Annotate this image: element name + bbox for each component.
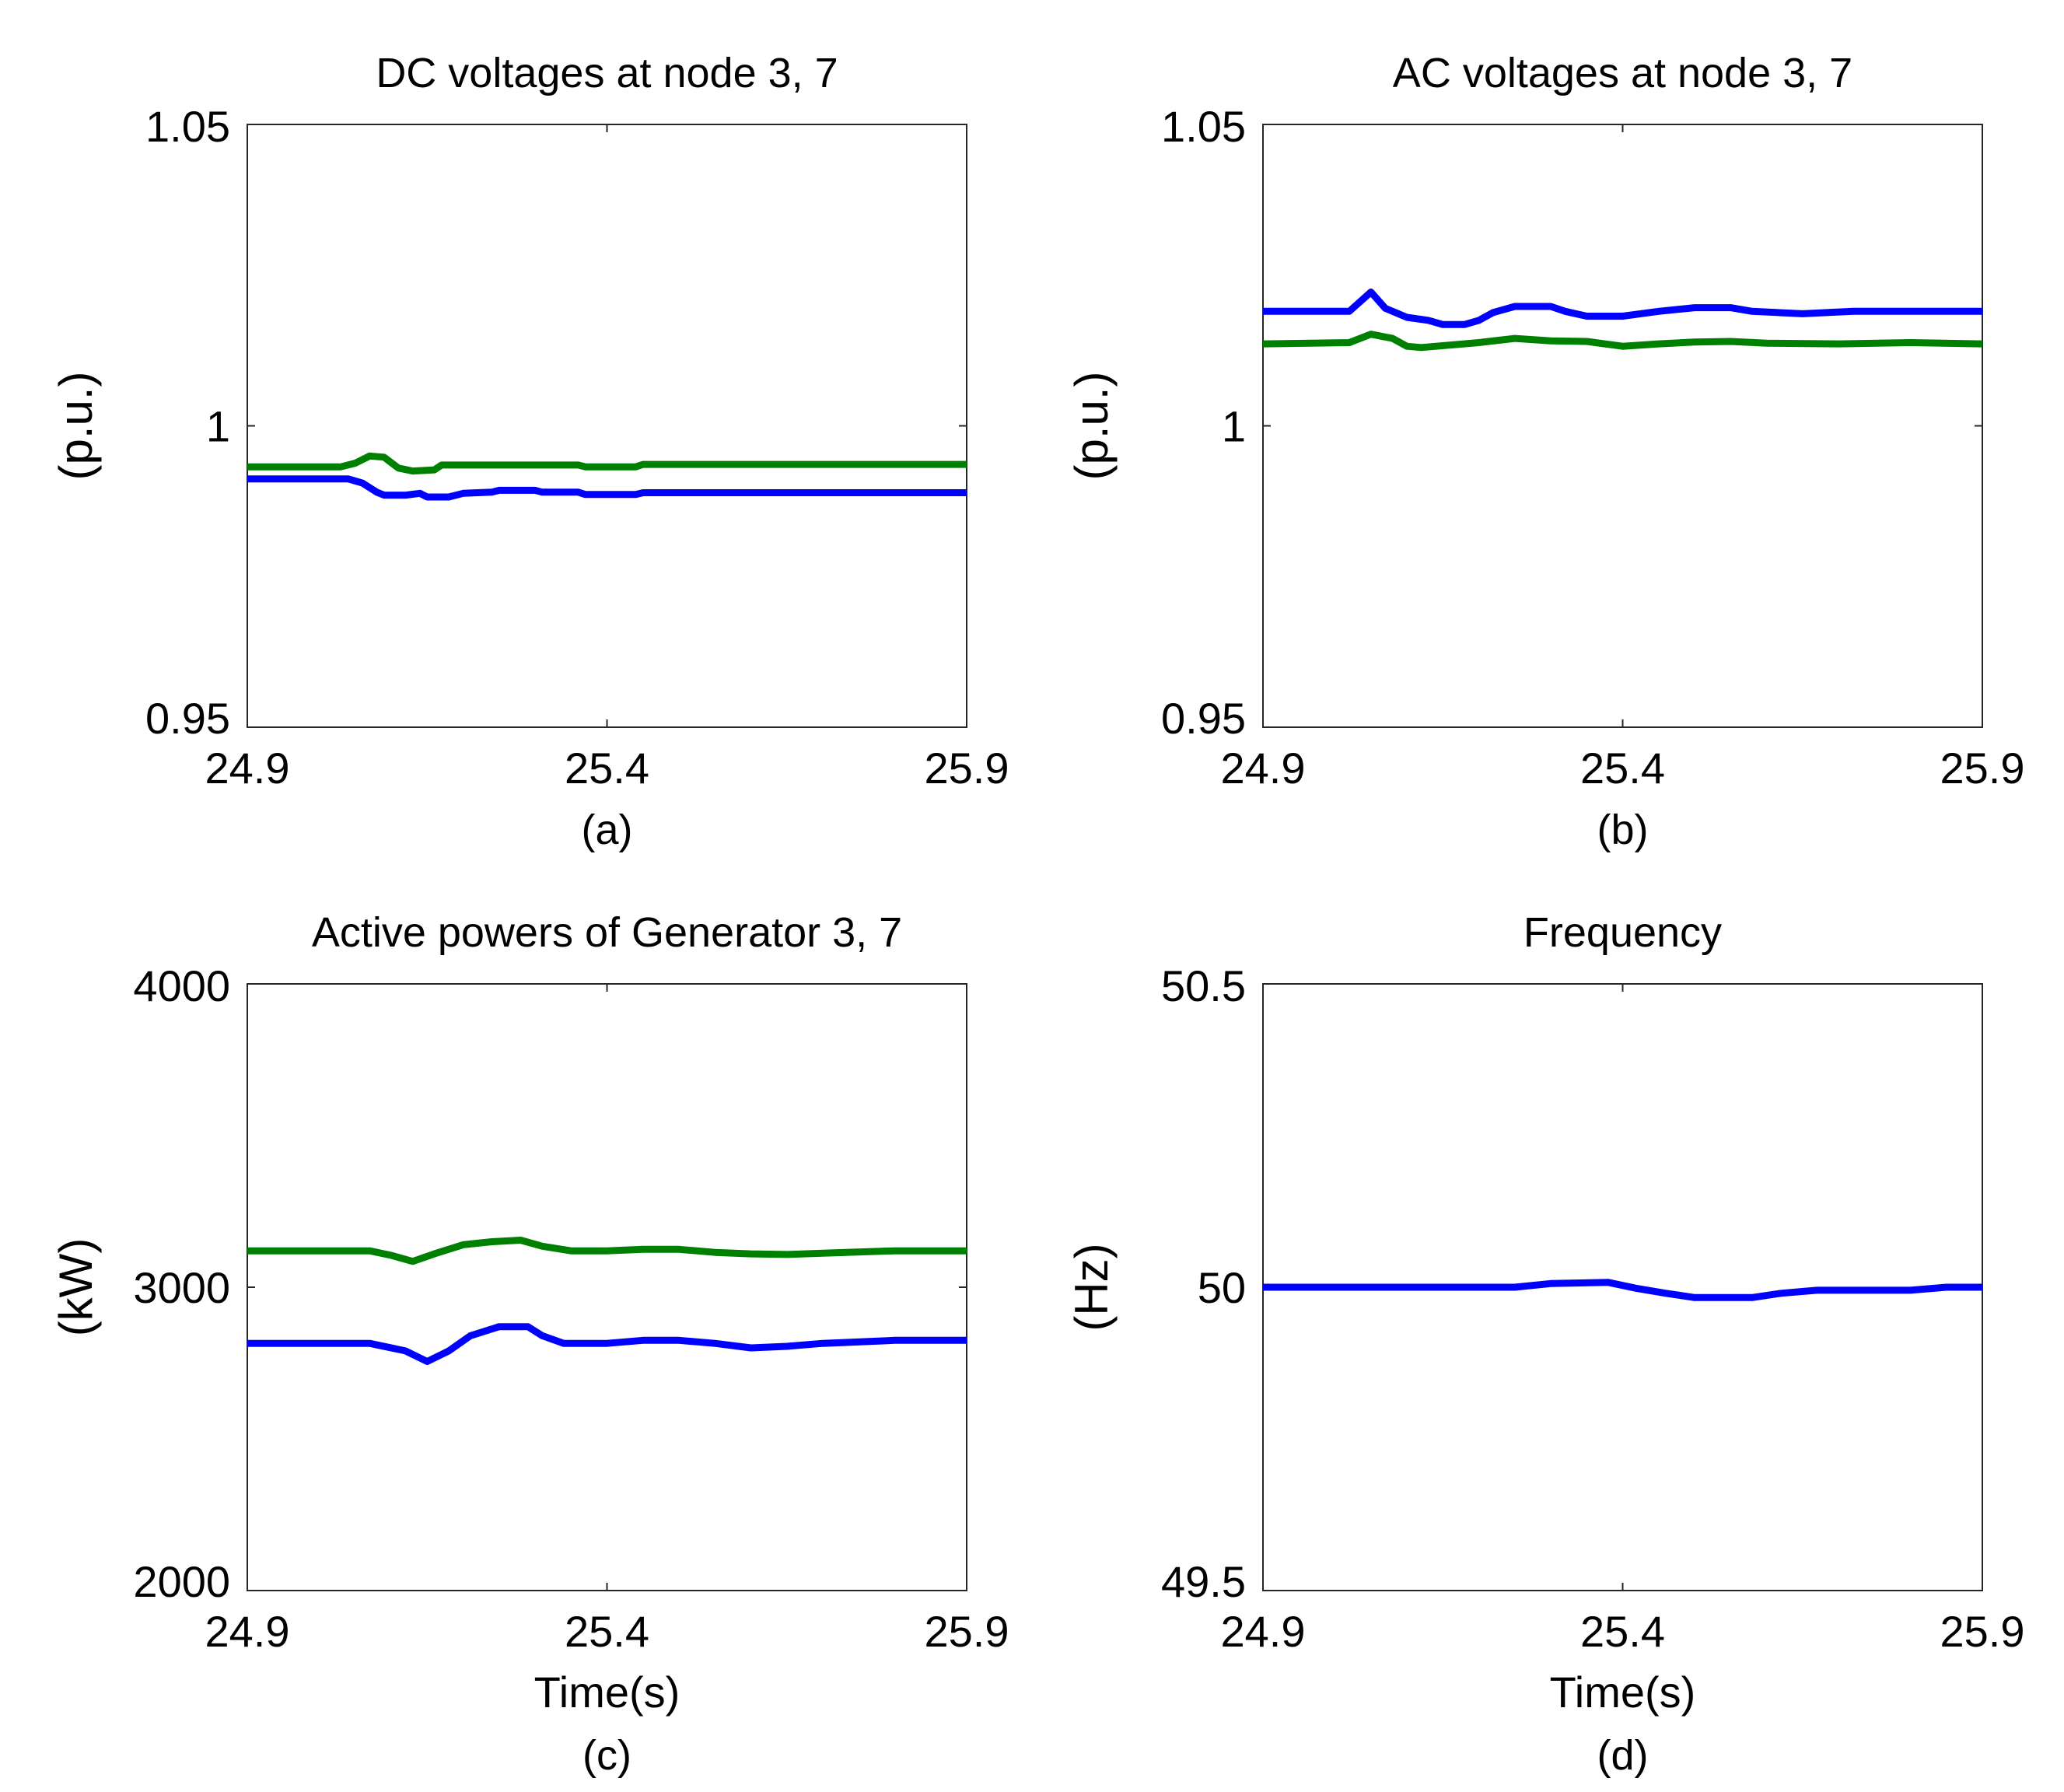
series-line-generator-3 — [247, 1323, 967, 1365]
plot-frame — [247, 983, 967, 1591]
y-tick-label: 49.5 — [1161, 1557, 1246, 1606]
series-line-node-3 — [247, 475, 967, 501]
x-tick-label: 25.4 — [1580, 744, 1665, 793]
y-tick-label: 1.05 — [145, 102, 230, 151]
x-tick-label: 25.4 — [1580, 1607, 1665, 1656]
y-axis-label: (p.u.) — [50, 371, 102, 480]
x-tick-label: 25.4 — [565, 744, 649, 793]
y-axis-label: (p.u.) — [1065, 371, 1118, 480]
series-line-frequency — [1263, 1279, 1982, 1301]
chart-title: Frequency — [1524, 909, 1722, 956]
y-tick-label: 2000 — [133, 1557, 230, 1606]
x-tick-label: 25.9 — [925, 744, 1009, 793]
x-axis-label: Time(s) — [1550, 1668, 1696, 1717]
x-tick-label: 24.9 — [1221, 1607, 1306, 1656]
series-line-node-7 — [1262, 331, 1983, 352]
panel-caption: (d) — [1597, 1732, 1649, 1779]
x-tick-label: 25.9 — [1940, 744, 2025, 793]
y-axis-label: (Hz) — [1065, 1243, 1118, 1331]
panel-caption: (c) — [582, 1732, 631, 1779]
x-tick-label: 25.9 — [925, 1607, 1009, 1656]
x-tick-label: 25.9 — [1940, 1607, 2025, 1656]
y-axis-label: (kW) — [50, 1238, 102, 1337]
x-axis-label: Time(s) — [534, 1668, 680, 1717]
y-tick-label: 1.05 — [1161, 102, 1246, 151]
chart-panel-1: 24.9 25.4 25.9 0.95 1 1.05 DC voltages at node… — [50, 50, 1009, 853]
plot-frame — [247, 124, 967, 728]
y-tick-label: 50 — [1198, 1263, 1246, 1312]
y-tick-label: 3000 — [133, 1263, 230, 1312]
series-line-node-7 — [247, 452, 967, 475]
x-tick-label: 24.9 — [1221, 744, 1306, 793]
y-tick-label: 0.95 — [145, 694, 230, 743]
panel-caption: (a) — [582, 807, 633, 853]
chart-panel-4: 24.9 25.4 25.9 49.5 50 50.5 Frequency (Hz) Time(… — [1065, 909, 2025, 1779]
y-tick-label: 0.95 — [1161, 694, 1246, 743]
series-line-node-3 — [1263, 289, 1982, 328]
panel-caption: (b) — [1597, 807, 1649, 853]
y-tick-label: 50.5 — [1161, 961, 1246, 1010]
x-tick-label: 25.4 — [565, 1607, 649, 1656]
chart-panel-3: 24.9 25.4 25.9 2000 3000 4000 Active powers of… — [50, 909, 1009, 1779]
x-tick-label: 24.9 — [205, 744, 290, 793]
x-tick-label: 24.9 — [205, 1607, 290, 1656]
y-tick-label: 4000 — [133, 961, 230, 1010]
chart-title: DC voltages at node 3, 7 — [376, 50, 838, 96]
y-tick-label: 1 — [206, 402, 230, 451]
chart-title: Active powers of Generator 3, 7 — [312, 909, 902, 956]
plot-frame — [1262, 124, 1983, 728]
chart-title: AC voltages at node 3, 7 — [1393, 50, 1852, 96]
chart-panel-2: 24.9 25.4 25.9 0.95 1 1.05 AC voltages at node… — [1065, 50, 2025, 853]
y-tick-label: 1 — [1222, 402, 1246, 451]
series-line-generator-7 — [247, 1237, 967, 1265]
